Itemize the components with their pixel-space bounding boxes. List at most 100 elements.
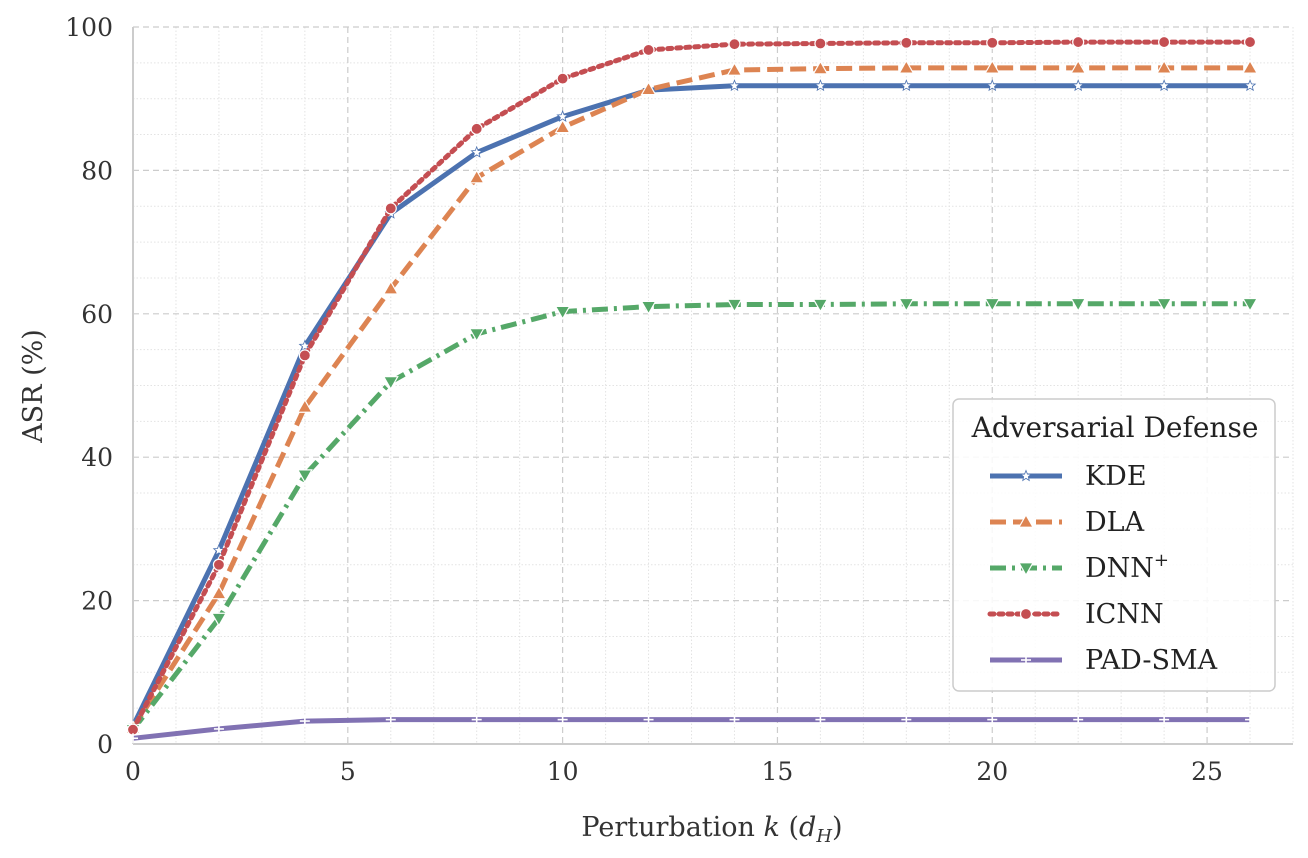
point-dla — [554, 119, 571, 134]
series-kde — [126, 79, 1257, 732]
series-dnn — [124, 297, 1259, 738]
point-pad-sma — [128, 733, 138, 744]
point-icnn — [1243, 35, 1257, 49]
point-pad-sma — [299, 716, 310, 727]
legend-items: KDE DLA DNN+ ICNN PAD-SMA — [987, 461, 1218, 676]
x-tick-label: 10 — [547, 757, 579, 786]
point-dnn — [468, 328, 485, 343]
point-dnn — [898, 297, 915, 312]
legend-title: Adversarial Defense — [971, 411, 1259, 444]
point-dnn — [726, 298, 743, 313]
legend-item-icnn: ICNN — [987, 599, 1164, 630]
point-icnn — [1072, 35, 1085, 49]
point-dnn — [382, 376, 399, 391]
point-pad-sma — [1245, 714, 1256, 725]
y-tick-label: 0 — [97, 730, 113, 759]
point-icnn — [556, 72, 569, 85]
legend-item-dnn: DNN+ — [990, 550, 1169, 584]
x-tick-label: 15 — [762, 757, 794, 786]
point-icnn — [1158, 35, 1171, 49]
point-dla — [1156, 59, 1173, 74]
point-dnn — [296, 469, 313, 484]
point-dla — [898, 59, 915, 74]
point-kde — [728, 79, 741, 92]
x-tick-label: 0 — [125, 757, 141, 786]
point-pad-sma — [643, 714, 654, 725]
minor-grid — [133, 27, 1294, 744]
point-kde — [985, 79, 999, 92]
series-layer — [124, 35, 1259, 744]
point-pad-sma — [1073, 714, 1084, 725]
point-dnn — [812, 298, 829, 313]
point-kde — [814, 79, 827, 92]
point-dnn — [640, 300, 657, 315]
point-pad-sma — [213, 723, 224, 734]
line-icnn — [130, 39, 1253, 733]
line-dla — [130, 65, 1250, 730]
legend-frame — [952, 398, 1276, 692]
legend-marker-dnn — [1017, 562, 1035, 577]
x-tick-label: 20 — [976, 757, 1008, 786]
point-pad-sma — [729, 714, 740, 725]
point-dla — [296, 398, 313, 413]
legend-marker-kde — [1019, 469, 1033, 482]
legend-label-pad-sma: PAD-SMA — [1085, 645, 1218, 676]
point-dnn — [210, 612, 227, 627]
point-icnn — [728, 38, 741, 51]
point-kde — [900, 79, 913, 92]
point-kde — [1071, 79, 1085, 92]
point-dnn — [1156, 297, 1173, 312]
point-dla — [210, 585, 227, 600]
point-pad-sma — [557, 714, 568, 725]
legend-marker-pad-sma — [1021, 655, 1031, 665]
axes — [132, 27, 1293, 745]
point-pad-sma — [815, 714, 826, 725]
y-axis-title: ASR (%) — [18, 329, 49, 444]
line-dnn — [131, 301, 1250, 732]
legend-item-kde: KDE — [990, 461, 1147, 492]
point-icnn — [900, 36, 913, 49]
point-icnn — [986, 36, 999, 49]
x-tick-label: 5 — [340, 757, 356, 786]
point-dla — [468, 169, 485, 184]
point-icnn — [384, 202, 397, 215]
point-dla — [726, 61, 743, 76]
y-tick-label: 80 — [81, 156, 113, 185]
legend-item-pad-sma: PAD-SMA — [990, 645, 1218, 676]
point-kde — [470, 145, 483, 158]
point-icnn — [212, 558, 226, 571]
line-kde — [130, 83, 1250, 728]
line-pad-sma — [132, 717, 1250, 741]
point-kde — [556, 110, 569, 122]
point-dla — [984, 59, 1001, 74]
y-tick-label: 60 — [81, 300, 113, 329]
point-dnn — [1242, 297, 1259, 312]
series-icnn — [126, 35, 1257, 736]
point-dnn — [984, 297, 1001, 312]
point-dla — [1242, 59, 1259, 74]
x-tick-label: 25 — [1191, 757, 1223, 786]
series-pad-sma — [128, 714, 1256, 744]
point-pad-sma — [901, 714, 912, 725]
point-dnn — [554, 305, 571, 320]
y-tick-label: 100 — [65, 13, 113, 42]
legend-label-dla: DLA — [1085, 507, 1145, 538]
legend: Adversarial Defense KDE DLA DNN+ ICNN PAD-SM… — [952, 398, 1276, 692]
point-pad-sma — [1159, 714, 1170, 725]
point-dla — [1070, 59, 1087, 74]
y-tick-label: 20 — [81, 587, 113, 616]
legend-marker-icnn — [1019, 607, 1033, 621]
point-pad-sma — [471, 714, 482, 725]
point-dla — [812, 60, 829, 75]
point-kde — [1243, 79, 1257, 92]
point-icnn — [814, 37, 827, 50]
tick-labels: 0 5 10 15 20 25 0 20 40 60 80 100 — [65, 13, 1223, 786]
point-pad-sma — [385, 714, 396, 725]
legend-label-icnn: ICNN — [1085, 599, 1164, 630]
point-pad-sma — [987, 714, 998, 725]
point-kde — [1157, 79, 1171, 92]
y-tick-label: 40 — [81, 443, 113, 472]
point-dla — [640, 81, 657, 96]
point-icnn — [470, 122, 483, 135]
